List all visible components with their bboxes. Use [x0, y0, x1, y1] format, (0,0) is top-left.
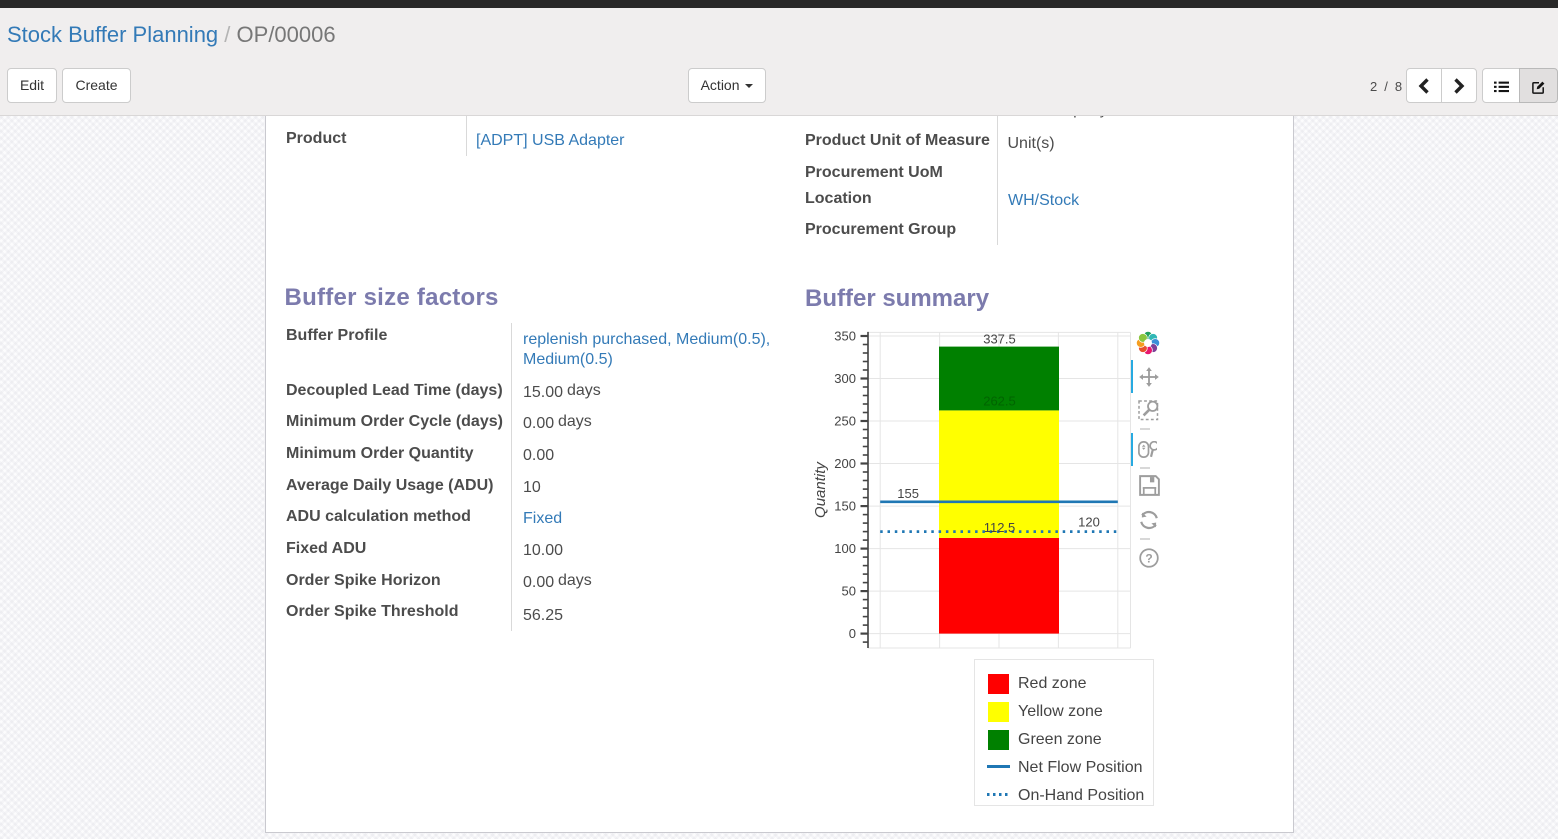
- svg-text:155: 155: [897, 486, 919, 501]
- svg-text:250: 250: [834, 414, 856, 429]
- svg-text:262.5: 262.5: [983, 394, 1016, 409]
- svg-text:300: 300: [834, 371, 856, 386]
- svg-text:337.5: 337.5: [983, 332, 1016, 347]
- svg-text:0: 0: [849, 626, 856, 641]
- svg-text:120: 120: [1078, 515, 1100, 530]
- svg-text:50: 50: [842, 584, 856, 599]
- svg-text:150: 150: [834, 499, 856, 514]
- svg-text:100: 100: [834, 541, 856, 556]
- svg-text:Quantity: Quantity: [812, 461, 829, 518]
- svg-text:200: 200: [834, 456, 856, 471]
- svg-text:350: 350: [834, 329, 856, 344]
- svg-text:112.5: 112.5: [984, 520, 1016, 535]
- svg-text:?: ?: [1145, 551, 1152, 565]
